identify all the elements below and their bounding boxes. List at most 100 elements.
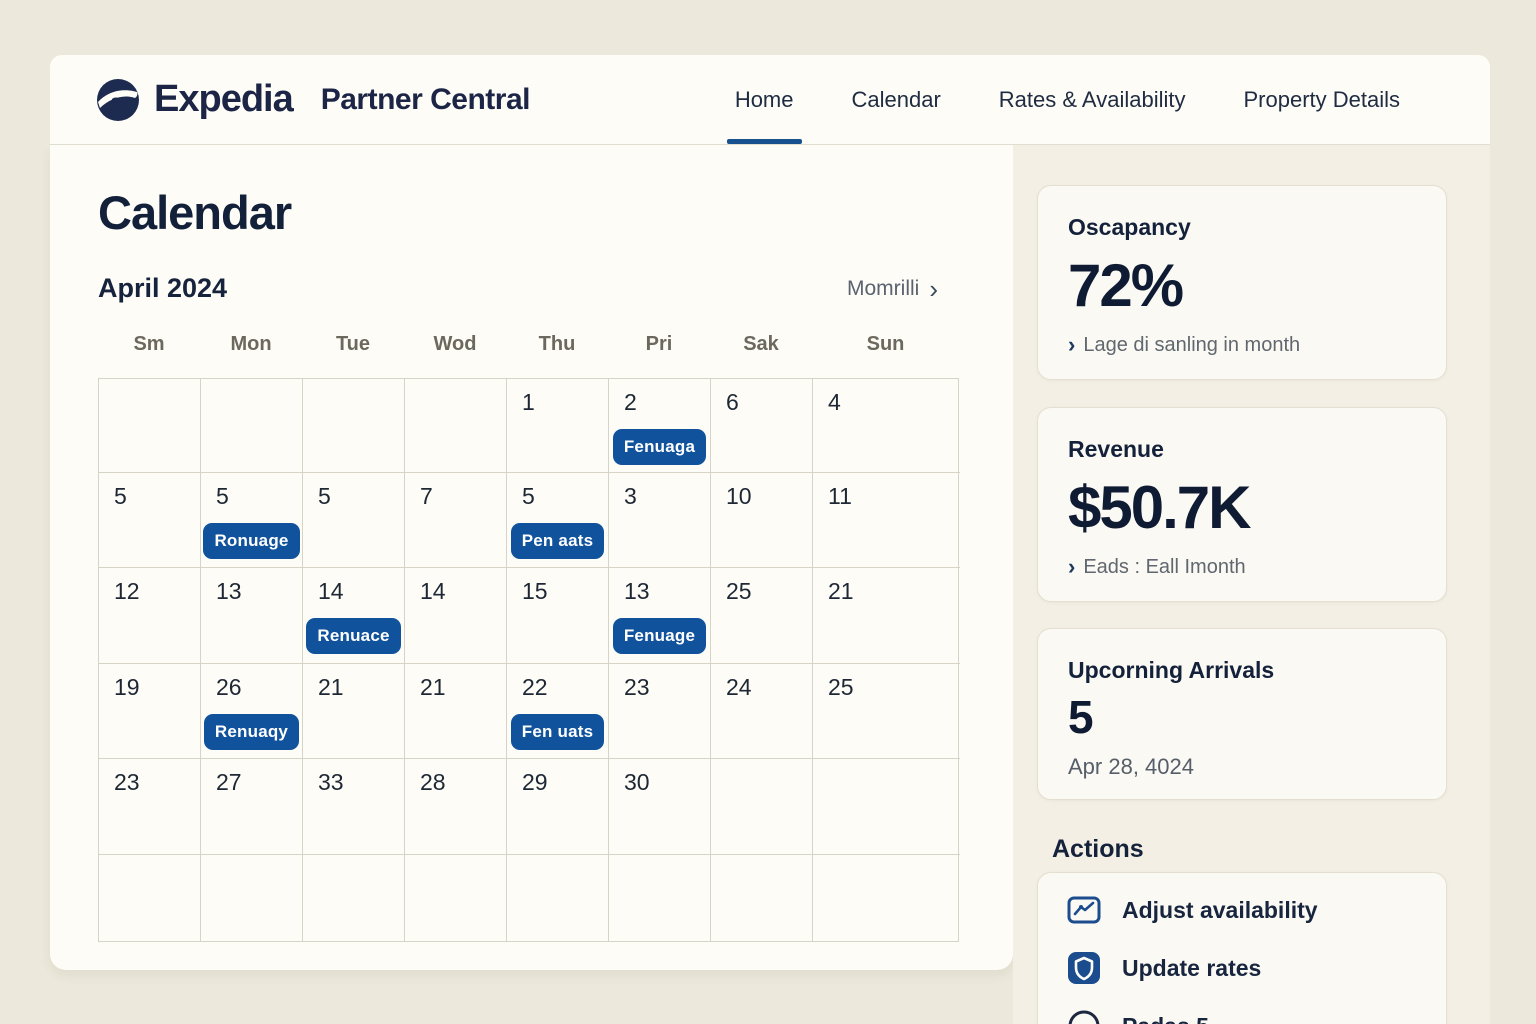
nav-item-home[interactable]: Home xyxy=(726,55,802,144)
calendar-day-cell[interactable]: 19 xyxy=(99,664,201,759)
calendar-day-cell[interactable] xyxy=(405,379,507,473)
calendar-day-cell[interactable]: 21 xyxy=(405,664,507,759)
booking-badge[interactable]: Ronuage xyxy=(203,523,300,559)
month-nav-label: Momrilli xyxy=(847,277,920,300)
day-number: 21 xyxy=(420,674,446,700)
day-number: 3 xyxy=(624,483,637,509)
day-number: 14 xyxy=(318,578,344,604)
calendar-day-cell[interactable]: 14 xyxy=(405,568,507,664)
action-update-rates[interactable]: Update rates xyxy=(1038,939,1446,997)
day-number: 10 xyxy=(726,483,752,509)
upcoming-arrivals-card: Upcorning Arrivals 5 Apr 28, 4024 xyxy=(1037,628,1447,800)
chart-trend-icon xyxy=(1067,896,1101,924)
booking-badge[interactable]: Fenuage xyxy=(612,618,707,654)
calendar-day-cell[interactable]: 13 Fenuage xyxy=(609,568,711,664)
action-padas[interactable]: Padas 5 xyxy=(1038,997,1446,1024)
brand: Expedia Partner Central xyxy=(50,78,530,122)
calendar-day-cell[interactable]: 2 Fenuaga xyxy=(609,379,711,473)
calendar-day-cell[interactable]: 25 xyxy=(711,568,813,664)
day-number: 5 xyxy=(318,483,331,509)
expedia-logo-icon xyxy=(97,78,139,121)
calendar-day-cell[interactable]: 12 xyxy=(99,568,201,664)
calendar-day-cell[interactable]: 15 xyxy=(507,568,609,664)
calendar-day-cell[interactable]: 5 Pen aats xyxy=(507,473,609,568)
calendar-day-cell[interactable]: 30 xyxy=(609,759,711,855)
calendar-day-cell[interactable] xyxy=(303,855,405,941)
day-number: 21 xyxy=(828,578,854,604)
day-number: 14 xyxy=(420,578,446,604)
calendar-day-cell[interactable]: 29 xyxy=(507,759,609,855)
calendar-day-cell[interactable]: 22 Fen uats xyxy=(507,664,609,759)
calendar-day-cell[interactable]: 24 xyxy=(711,664,813,759)
calendar-day-cell[interactable] xyxy=(609,855,711,941)
calendar-day-cell[interactable] xyxy=(813,759,960,855)
calendar-day-cell[interactable]: 27 xyxy=(201,759,303,855)
weekday-label: Mon xyxy=(230,333,272,355)
weekday-label: Sm xyxy=(133,333,165,355)
day-number: 4 xyxy=(828,389,841,415)
day-number: 12 xyxy=(114,578,140,604)
occupancy-card: Oscapancy 72% › Lage di sanling in month xyxy=(1037,185,1447,380)
calendar-day-cell[interactable]: 28 xyxy=(405,759,507,855)
calendar-day-cell[interactable]: 5 xyxy=(99,473,201,568)
arrivals-card-title: Upcorning Arrivals xyxy=(1068,657,1275,683)
calendar-day-cell[interactable] xyxy=(813,855,960,941)
occupancy-link-label: Lage di sanling in month xyxy=(1083,333,1301,356)
calendar-day-cell[interactable] xyxy=(99,379,201,473)
day-number: 29 xyxy=(522,769,548,795)
calendar-day-cell[interactable] xyxy=(201,379,303,473)
calendar-day-cell[interactable] xyxy=(303,379,405,473)
calendar-day-cell[interactable]: 11 xyxy=(813,473,960,568)
booking-badge[interactable]: Fenuaga xyxy=(612,429,707,465)
calendar-day-cell[interactable] xyxy=(711,855,813,941)
action-adjust-availability[interactable]: Adjust availability xyxy=(1038,881,1446,939)
calendar-day-cell[interactable] xyxy=(507,855,609,941)
calendar-day-cell[interactable]: 4 xyxy=(813,379,960,473)
revenue-card: Revenue $50.7K › Eads : Eall Imonth xyxy=(1037,407,1447,602)
chevron-right-icon: › xyxy=(1068,554,1076,579)
day-number: 25 xyxy=(726,578,752,604)
calendar-day-cell[interactable]: 1 xyxy=(507,379,609,473)
booking-badge[interactable]: Fen uats xyxy=(510,714,605,750)
calendar-day-cell[interactable]: 25 xyxy=(813,664,960,759)
calendar-day-cell[interactable]: 10 xyxy=(711,473,813,568)
arrivals-value: 5 xyxy=(1068,691,1094,743)
month-label: April 2024 xyxy=(98,273,228,303)
day-number: 11 xyxy=(828,483,852,509)
calendar-day-cell[interactable] xyxy=(201,855,303,941)
nav-item-rates-availability[interactable]: Rates & Availability xyxy=(998,86,1186,112)
revenue-card-title: Revenue xyxy=(1068,436,1164,462)
revenue-card-link[interactable]: › Eads : Eall Imonth xyxy=(1068,554,1416,580)
calendar-day-cell[interactable]: 33 xyxy=(303,759,405,855)
calendar-day-cell[interactable]: 7 xyxy=(405,473,507,568)
calendar-day-cell[interactable]: 26 Renuaqy xyxy=(201,664,303,759)
calendar-day-cell[interactable]: 21 xyxy=(813,568,960,664)
booking-badge[interactable]: Renuace xyxy=(306,618,401,654)
chevron-right-icon: › xyxy=(1068,332,1076,357)
calendar-day-cell[interactable]: 23 xyxy=(99,759,201,855)
calendar-day-cell[interactable]: 23 xyxy=(609,664,711,759)
calendar-day-cell[interactable]: 6 xyxy=(711,379,813,473)
booking-badge[interactable]: Pen aats xyxy=(510,523,605,559)
day-number: 5 xyxy=(216,483,229,509)
day-number: 2 xyxy=(624,389,637,415)
calendar-day-cell[interactable]: 21 xyxy=(303,664,405,759)
calendar-day-cell[interactable]: 5 Ronuage xyxy=(201,473,303,568)
day-number: 22 xyxy=(522,674,548,700)
occupancy-card-link[interactable]: › Lage di sanling in month xyxy=(1068,332,1416,358)
nav-item-calendar[interactable]: Calendar xyxy=(851,86,941,112)
revenue-link-label: Eads : Eall Imonth xyxy=(1083,555,1246,578)
calendar-day-cell[interactable]: 3 xyxy=(609,473,711,568)
calendar-day-cell[interactable] xyxy=(405,855,507,941)
booking-badge[interactable]: Renuaqy xyxy=(203,714,300,750)
calendar-day-cell[interactable]: 14 Renuace xyxy=(303,568,405,664)
month-nav-link[interactable]: Momrilli › xyxy=(847,276,938,302)
day-number: 33 xyxy=(318,769,344,795)
day-number: 23 xyxy=(114,769,140,795)
calendar-day-cell[interactable]: 13 xyxy=(201,568,303,664)
calendar-day-cell[interactable] xyxy=(711,759,813,855)
nav-item-property-details[interactable]: Property Details xyxy=(1243,86,1400,112)
calendar-day-cell[interactable]: 5 xyxy=(303,473,405,568)
occupancy-card-title: Oscapancy xyxy=(1068,214,1191,240)
calendar-day-cell[interactable] xyxy=(99,855,201,941)
